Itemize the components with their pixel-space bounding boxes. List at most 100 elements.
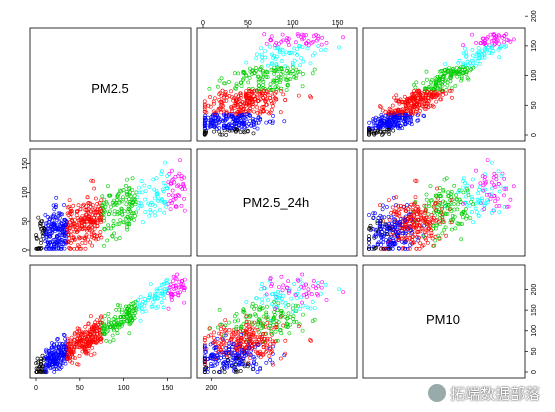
data-point (171, 197, 176, 202)
data-point (405, 97, 410, 101)
data-point (85, 195, 90, 200)
data-point (482, 51, 487, 56)
data-point (273, 329, 278, 334)
data-point (182, 288, 187, 293)
data-point (98, 320, 102, 325)
data-point (258, 367, 263, 372)
data-point (248, 352, 252, 357)
data-point (471, 65, 476, 70)
data-point (284, 316, 289, 321)
data-point (453, 84, 458, 88)
data-point (222, 329, 227, 334)
data-point (286, 40, 291, 45)
data-point (461, 201, 466, 206)
data-point (450, 197, 455, 202)
data-point (207, 95, 212, 99)
data-point (306, 287, 311, 292)
data-point (444, 233, 448, 238)
data-point (412, 94, 417, 99)
data-point (180, 278, 185, 283)
data-point (231, 331, 236, 336)
data-point (244, 299, 249, 304)
data-point (133, 304, 137, 309)
data-point (493, 184, 498, 189)
data-point (97, 325, 102, 330)
data-point (404, 209, 409, 214)
data-point (473, 201, 478, 206)
data-point (42, 227, 47, 231)
data-point (110, 333, 115, 338)
data-point (55, 362, 60, 367)
data-point (37, 370, 41, 374)
data-point (127, 331, 132, 336)
data-point (47, 217, 52, 222)
data-point (231, 116, 236, 121)
data-point (161, 180, 166, 185)
data-point (48, 246, 52, 251)
data-point (62, 350, 67, 355)
data-point (246, 325, 251, 330)
data-point (202, 105, 207, 110)
data-point (59, 224, 63, 229)
data-point (461, 190, 466, 195)
data-point (269, 284, 274, 289)
data-point (279, 86, 284, 91)
data-point (389, 210, 393, 215)
data-point (491, 194, 496, 199)
data-point (264, 331, 268, 336)
data-point (83, 226, 88, 231)
data-point (408, 219, 413, 223)
data-point (51, 237, 56, 242)
data-point (239, 335, 244, 340)
data-point (319, 285, 324, 290)
data-point (93, 340, 98, 345)
data-point (65, 354, 70, 358)
data-point (125, 227, 130, 232)
data-point (269, 88, 274, 92)
data-point (261, 331, 266, 336)
data-point (212, 129, 216, 134)
data-point (212, 109, 216, 114)
data-point (422, 114, 427, 119)
data-point (244, 353, 249, 357)
data-point (130, 188, 135, 193)
data-point (316, 44, 321, 49)
data-point (311, 284, 316, 289)
data-point (253, 339, 258, 344)
data-point (207, 87, 212, 91)
data-point (76, 228, 81, 233)
data-point (52, 369, 57, 374)
data-point (260, 52, 264, 57)
data-point (415, 96, 420, 100)
data-point (396, 234, 401, 239)
data-point (250, 69, 255, 73)
data-point (485, 158, 490, 163)
data-point (49, 246, 54, 251)
data-point (163, 160, 168, 165)
data-point (281, 92, 286, 97)
data-point (378, 223, 383, 228)
data-point (267, 323, 272, 328)
data-point (255, 327, 260, 332)
data-point (440, 216, 445, 221)
data-point (413, 200, 418, 204)
data-point (49, 345, 54, 350)
data-point (84, 233, 89, 237)
data-point (392, 227, 397, 232)
data-point (296, 70, 301, 74)
data-point (494, 39, 499, 44)
data-point (179, 284, 184, 289)
data-point (248, 102, 253, 107)
data-point (439, 88, 444, 93)
data-point (300, 272, 305, 277)
data-point (165, 287, 170, 292)
data-point (287, 51, 292, 56)
data-point (204, 350, 209, 354)
data-point (428, 184, 433, 189)
data-point (392, 95, 397, 100)
data-point (52, 222, 57, 227)
data-point (320, 35, 325, 40)
data-point (286, 77, 291, 82)
data-point (424, 228, 429, 233)
data-point (299, 284, 304, 289)
